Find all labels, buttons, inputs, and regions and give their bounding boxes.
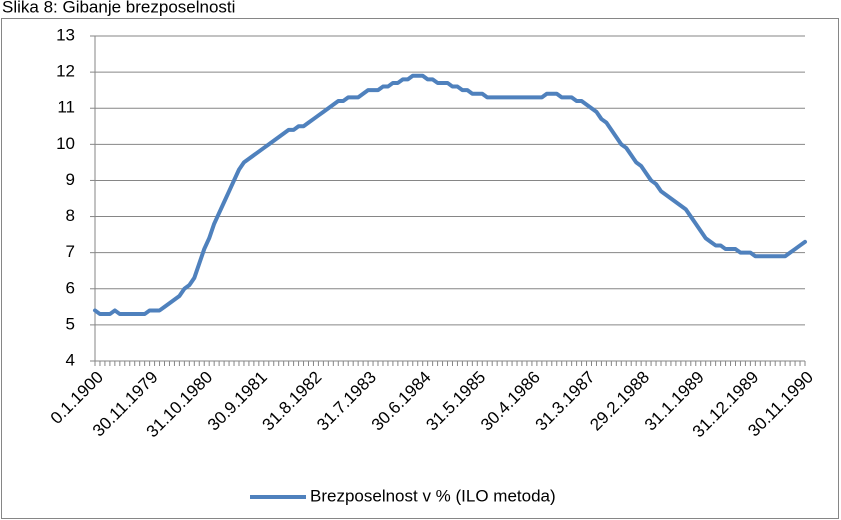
y-tick-label: 4 <box>66 350 75 369</box>
y-tick-label: 9 <box>66 170 75 189</box>
y-tick-label: 7 <box>66 242 75 261</box>
y-tick-label: 5 <box>66 314 75 333</box>
y-tick-label: 6 <box>66 278 75 297</box>
y-tick-label: 12 <box>56 62 75 81</box>
y-tick-label: 8 <box>66 206 75 225</box>
y-tick-label: 11 <box>57 98 75 117</box>
chart-title: Slika 8: Gibanje brezposelnosti <box>2 0 235 16</box>
data-line <box>93 73 807 317</box>
chart-border <box>1 18 839 519</box>
y-tick-label: 10 <box>56 134 75 153</box>
y-tick-label: 13 <box>56 25 75 44</box>
legend-label: Brezposelnost v % (ILO metoda) <box>310 486 556 505</box>
